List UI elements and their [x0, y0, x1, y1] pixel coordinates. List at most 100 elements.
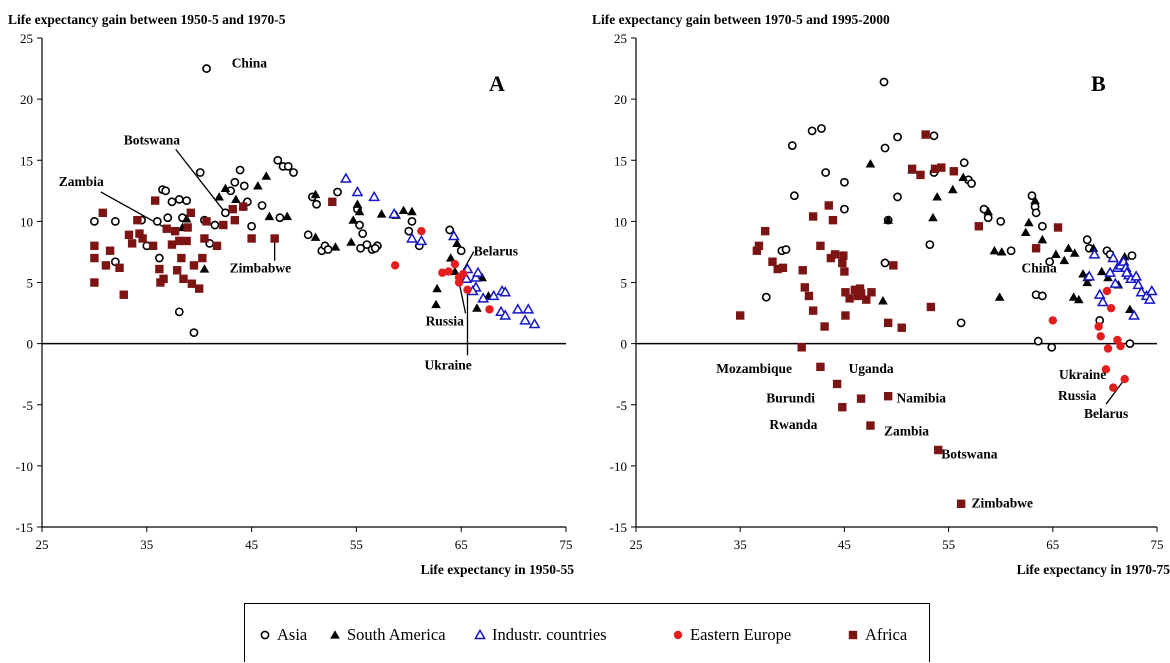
data-point-asia	[174, 307, 184, 317]
data-point-eastern-europe	[1109, 383, 1118, 392]
data-point-asia	[893, 192, 902, 202]
data-point-africa	[155, 264, 164, 274]
panel-a: Life expectancy gain between 1950-5 and …	[8, 12, 574, 577]
data-point-industr-countries	[1093, 288, 1106, 299]
data-point-south-america	[1024, 217, 1034, 227]
data-point-asia	[1047, 342, 1057, 352]
y-tick-label: -10	[16, 459, 33, 474]
data-point-south-america	[1051, 249, 1061, 258]
data-point-asia	[247, 221, 256, 231]
data-point-eastern-europe	[1106, 303, 1116, 313]
data-point-africa	[897, 323, 906, 332]
data-point-industr-countries	[477, 292, 490, 303]
series-africa	[736, 130, 1063, 508]
data-point-africa	[230, 215, 240, 225]
data-point-industr-countries	[1083, 270, 1096, 281]
data-point-south-america	[865, 159, 876, 168]
data-point-africa	[866, 421, 875, 430]
annotation-zambia: Zambia	[59, 174, 104, 189]
data-point-industr-countries	[1107, 251, 1120, 263]
x-tick-label: 35	[734, 537, 747, 552]
data-point-africa	[838, 402, 847, 412]
annotation-china: China	[1022, 261, 1058, 276]
data-point-industr-countries	[499, 309, 512, 320]
data-point-asia	[929, 131, 939, 141]
legend-item-africa: Africa	[848, 625, 908, 644]
data-point-africa	[124, 230, 134, 240]
data-point-africa	[105, 246, 115, 255]
data-point-asia	[202, 64, 211, 73]
data-point-asia	[174, 194, 184, 204]
x-tick-label: 35	[140, 537, 153, 552]
data-point-industr-countries	[406, 232, 418, 243]
data-point-asia	[283, 161, 293, 171]
data-point-south-america	[1082, 277, 1092, 287]
x-tick-label: 75	[560, 537, 573, 552]
legend-item-eastern-europe: Eastern Europe	[673, 625, 791, 644]
panel-letter: A	[489, 71, 505, 96]
data-point-asia	[356, 243, 365, 253]
y-tick-label: 0	[27, 337, 34, 352]
legend-item-industr-countries: Industr. countries	[474, 625, 607, 644]
data-point-asia	[1127, 251, 1137, 261]
data-point-south-america	[376, 209, 387, 218]
data-point-asia	[370, 243, 380, 253]
data-point-africa	[200, 234, 209, 243]
data-point-south-america	[1068, 292, 1079, 301]
data-point-africa	[167, 240, 177, 249]
data-point-south-america	[1069, 248, 1080, 257]
data-point-africa	[816, 362, 825, 372]
data-point-industr-countries	[368, 190, 381, 202]
data-point-africa	[247, 234, 256, 243]
data-point-asia	[880, 143, 890, 153]
annotation-namibia: Namibia	[897, 390, 947, 405]
data-point-africa	[828, 215, 838, 225]
data-point-africa	[98, 208, 107, 218]
annotation-rwanda: Rwanda	[769, 417, 817, 432]
data-point-africa	[761, 226, 770, 236]
data-point-industr-countries	[1128, 309, 1140, 320]
x-tick-label: 75	[1151, 537, 1164, 552]
data-point-south-america	[354, 206, 365, 216]
data-point-south-america	[261, 171, 272, 180]
data-point-africa	[172, 266, 182, 275]
data-point-africa	[159, 274, 168, 284]
annotation-leader-botswana	[175, 148, 226, 214]
y-tick-label: 10	[614, 214, 627, 229]
data-point-asia	[787, 141, 797, 150]
data-point-industr-countries	[511, 303, 524, 314]
data-point-eastern-europe	[1116, 341, 1125, 351]
series-industr-countries	[1083, 248, 1158, 320]
data-point-eastern-europe	[1096, 332, 1105, 341]
data-point-south-america	[1037, 234, 1048, 244]
data-point-africa	[949, 167, 959, 176]
data-point-south-america	[1078, 269, 1088, 278]
data-point-asia	[220, 208, 230, 218]
data-point-africa	[212, 241, 222, 251]
data-point-asia	[257, 201, 267, 210]
data-point-south-america	[1103, 272, 1113, 282]
data-point-asia	[817, 124, 826, 133]
data-point-south-america	[199, 264, 210, 273]
data-point-africa	[845, 294, 854, 303]
data-point-africa	[133, 215, 142, 225]
data-point-africa	[115, 263, 124, 273]
annotation-leader-belarus	[1105, 378, 1126, 405]
y-tick-label: -15	[610, 520, 627, 535]
x-tick-label: 55	[942, 537, 955, 552]
data-point-asia	[275, 213, 285, 223]
data-point-south-america	[1030, 195, 1040, 205]
data-point-africa	[841, 311, 850, 320]
data-point-africa	[195, 284, 204, 293]
annotation-botswana: Botswana	[941, 447, 998, 462]
data-point-asia	[967, 179, 976, 188]
data-point-africa	[883, 318, 893, 328]
data-point-africa	[768, 257, 777, 266]
data-point-south-america	[928, 212, 938, 222]
data-point-africa	[820, 322, 829, 331]
y-tick-label: 15	[20, 153, 33, 168]
y-tick-label: 10	[20, 214, 33, 229]
data-point-eastern-europe	[1048, 316, 1058, 325]
data-point-eastern-europe	[417, 226, 426, 236]
data-point-africa	[228, 204, 237, 214]
